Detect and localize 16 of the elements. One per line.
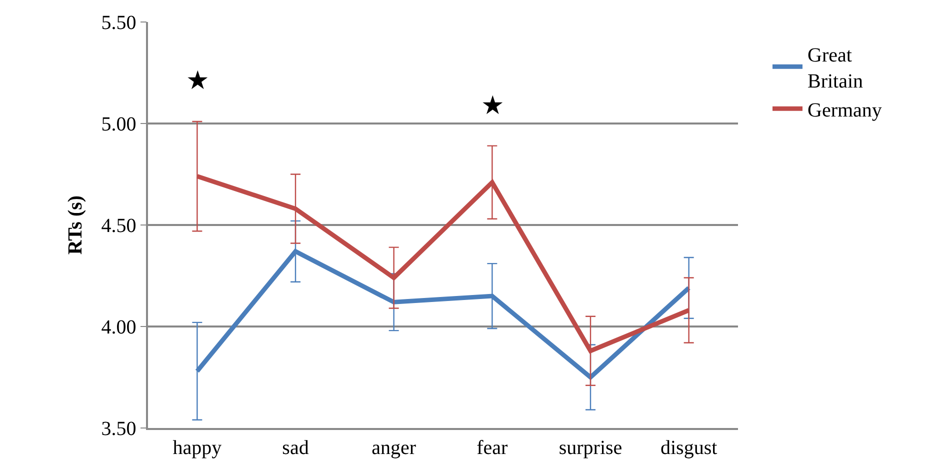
y-tick-label: 5.50 bbox=[101, 12, 136, 34]
legend-label: Germany bbox=[808, 99, 882, 122]
x-tick-label: happy bbox=[172, 436, 222, 459]
y-tick-label: 3.50 bbox=[101, 418, 136, 440]
x-tick-label: sad bbox=[282, 436, 309, 459]
y-tick-label: 4.50 bbox=[101, 215, 136, 237]
x-tick-label: surprise bbox=[558, 436, 622, 459]
y-tick-label: 4.00 bbox=[101, 316, 136, 338]
y-axis-title: RTs (s) bbox=[64, 195, 86, 255]
x-tick-label: fear bbox=[476, 436, 508, 459]
legend-label: Great Britain bbox=[808, 44, 864, 92]
annotation: ★ bbox=[186, 66, 210, 96]
x-tick-label: anger bbox=[372, 436, 416, 459]
y-tick-label: 5.00 bbox=[101, 114, 136, 136]
annotation: ★ bbox=[481, 91, 504, 121]
x-tick-label: disgust bbox=[660, 436, 718, 459]
